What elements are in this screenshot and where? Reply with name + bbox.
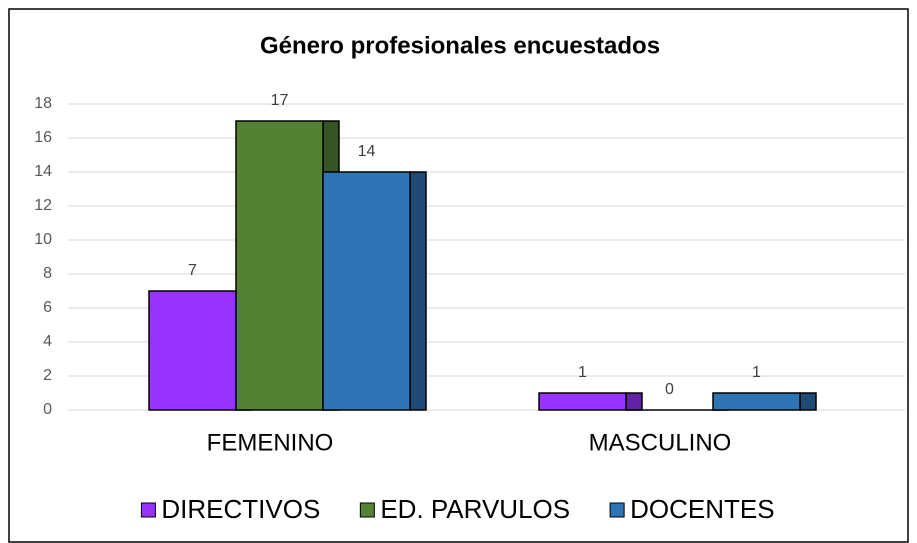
x-tick-label: MASCULINO (589, 429, 732, 456)
legend-label: ED. PARVULOS (380, 494, 570, 524)
x-tick-label: FEMENINO (207, 429, 334, 456)
y-tick-label: 2 (43, 367, 52, 384)
chart-border (8, 8, 909, 543)
legend-label: DIRECTIVOS (161, 494, 320, 524)
value-label: 14 (358, 143, 376, 160)
y-tick-label: 10 (34, 231, 52, 248)
legend-swatch (140, 502, 156, 518)
chart-title: Género profesionales encuestados (260, 32, 660, 59)
bar (148, 290, 237, 411)
y-tick-label: 14 (34, 163, 52, 180)
y-tick-label: 6 (43, 299, 52, 316)
y-tick-label: 0 (43, 401, 52, 418)
legend-swatch (359, 502, 375, 518)
y-tick-label: 18 (34, 95, 52, 112)
y-tick-label: 8 (43, 265, 52, 282)
legend-swatch (609, 502, 625, 518)
bar (538, 392, 627, 411)
bar (235, 120, 324, 411)
value-label: 1 (752, 364, 761, 381)
bar-side (625, 392, 643, 411)
bar-side (799, 392, 817, 411)
value-label: 1 (578, 364, 587, 381)
legend-label: DOCENTES (630, 494, 774, 524)
y-tick-label: 4 (43, 333, 52, 350)
bar (712, 392, 801, 411)
value-label: 17 (271, 92, 289, 109)
y-tick-label: 12 (34, 197, 52, 214)
bar-side (409, 171, 427, 411)
value-label: 0 (665, 381, 674, 398)
y-tick-label: 16 (34, 129, 52, 146)
value-label: 7 (188, 262, 197, 279)
bar (322, 171, 411, 411)
